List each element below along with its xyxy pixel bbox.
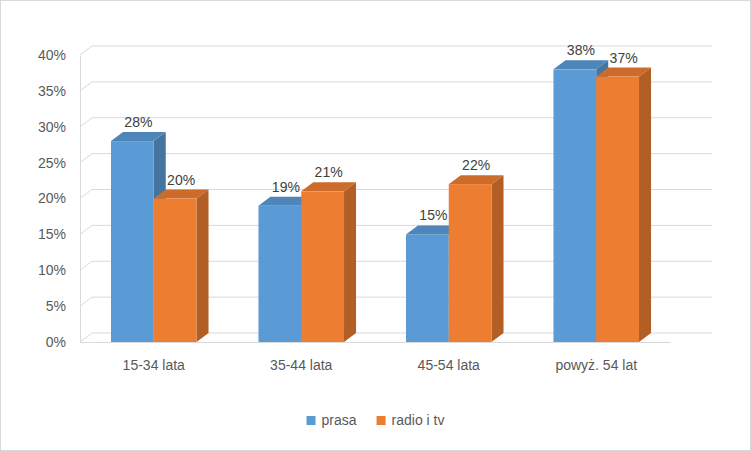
legend-item: prasa	[307, 412, 357, 428]
x-axis-line	[81, 342, 671, 343]
bar-side	[639, 68, 651, 342]
y-tick-label: 35%	[38, 83, 66, 99]
y-tick: 25%	[38, 155, 80, 171]
data-label: 28%	[124, 114, 152, 130]
bar	[258, 206, 301, 342]
y-tick-label: 25%	[38, 155, 66, 171]
bars	[111, 60, 651, 342]
bar	[111, 141, 154, 342]
bar-top	[154, 190, 209, 199]
x-tick: 15-34 lata	[123, 342, 185, 373]
legend-label: radio i tv	[392, 412, 445, 428]
y-tick-label: 10%	[38, 262, 66, 278]
y-axis: 0% 5% 10% 15% 20% 25% 30% 35% 40%	[38, 47, 81, 350]
bar-side	[344, 182, 356, 342]
y-tick: 10%	[38, 262, 80, 278]
y-tick-label: 20%	[38, 190, 66, 206]
x-tick-label: 45-54 lata	[418, 357, 480, 373]
bar	[449, 184, 492, 342]
y-tick: 40%	[38, 47, 80, 63]
bar	[301, 191, 344, 342]
y-tick-label: 30%	[38, 119, 66, 135]
y-tick: 15%	[38, 226, 80, 242]
x-tick-label: 35-44 lata	[270, 357, 332, 373]
data-label: 37%	[610, 50, 638, 66]
y-tick: 35%	[38, 83, 80, 99]
y-tick: 0%	[46, 334, 80, 350]
bar-side	[197, 190, 209, 343]
data-label: 22%	[462, 157, 490, 173]
legend-item: radio i tv	[377, 412, 445, 428]
bar	[553, 69, 596, 342]
legend-swatch	[307, 416, 316, 425]
legend: prasa radio i tv	[307, 412, 445, 428]
data-label: 20%	[167, 172, 195, 188]
bar-top	[111, 132, 166, 141]
data-label: 19%	[272, 179, 300, 195]
data-labels: 28% 19% 15% 38% 20% 21% 22% 37%	[124, 42, 637, 223]
x-tick: powyż. 54 lat	[555, 342, 637, 373]
data-label: 15%	[419, 207, 447, 223]
legend-swatch	[377, 416, 386, 425]
x-tick-label: powyż. 54 lat	[555, 357, 637, 373]
y-tick: 5%	[46, 298, 80, 314]
bar-side	[492, 175, 504, 342]
bar-top	[553, 60, 608, 69]
chart-frame	[1, 1, 751, 451]
y-tick-label: 40%	[38, 47, 66, 63]
data-label: 21%	[315, 164, 343, 180]
legend-label: prasa	[322, 412, 357, 428]
bar-top	[449, 175, 504, 184]
grid	[80, 46, 712, 342]
bar	[406, 234, 449, 342]
y-axis-line	[80, 56, 81, 343]
bar-top	[596, 68, 651, 77]
data-label: 38%	[567, 42, 595, 58]
x-tick: 35-44 lata	[270, 342, 332, 373]
bar	[154, 199, 197, 343]
bar-top	[301, 182, 356, 191]
y-tick: 20%	[38, 190, 80, 206]
x-axis: 15-34 lata 35-44 lata 45-54 lata powyż. 54 …	[81, 342, 671, 373]
x-tick-label: 15-34 lata	[123, 357, 185, 373]
y-tick: 30%	[38, 119, 80, 135]
y-tick-label: 5%	[46, 298, 66, 314]
x-tick: 45-54 lata	[418, 342, 480, 373]
chart: 0% 5% 10% 15% 20% 25% 30% 35% 40% 15-34 lata 35-44…	[0, 0, 751, 451]
y-tick-label: 15%	[38, 226, 66, 242]
bar	[596, 77, 639, 342]
y-tick-label: 0%	[46, 334, 66, 350]
